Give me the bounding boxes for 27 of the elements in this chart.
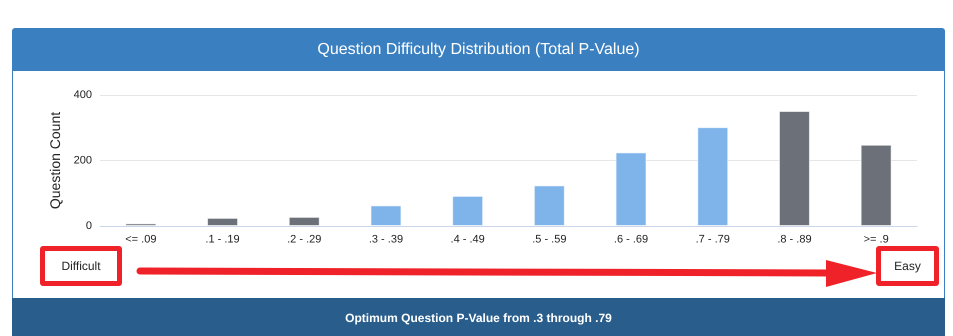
y-tick-label: 200 xyxy=(74,154,92,166)
y-tick-label: 0 xyxy=(86,220,92,232)
x-tick-label: .1 - .19 xyxy=(205,234,240,246)
bar xyxy=(778,111,810,226)
bar xyxy=(616,152,647,226)
x-tick-label: >= .9 xyxy=(864,234,889,246)
bar xyxy=(534,185,565,226)
x-tick-label: .2 - .29 xyxy=(287,234,322,246)
bar xyxy=(697,127,728,226)
bar xyxy=(288,216,320,226)
x-tick-label: .3 - .39 xyxy=(368,234,404,246)
x-tick-label: <= .09 xyxy=(125,234,156,246)
text: Optimum Question P-Value from .3 through .79 xyxy=(12,298,945,336)
y-axis-title: Question Count xyxy=(47,112,63,210)
bar xyxy=(370,205,402,226)
bar xyxy=(452,196,484,226)
bar xyxy=(207,218,238,226)
text: Easy xyxy=(876,246,939,286)
x-tick-label: .7 - .79 xyxy=(696,234,730,246)
x-tick-label: .5 - .59 xyxy=(532,234,566,246)
chart-title: Question Difficulty Distribution (Total P-Value) xyxy=(13,29,944,71)
text: Difficult xyxy=(40,246,122,286)
bar xyxy=(860,144,892,226)
y-tick-label: 400 xyxy=(74,89,92,101)
x-tick-label: .8 - .89 xyxy=(777,234,812,246)
x-tick-label: .6 - .69 xyxy=(614,234,648,246)
x-tick-label: .4 - .49 xyxy=(450,234,485,246)
